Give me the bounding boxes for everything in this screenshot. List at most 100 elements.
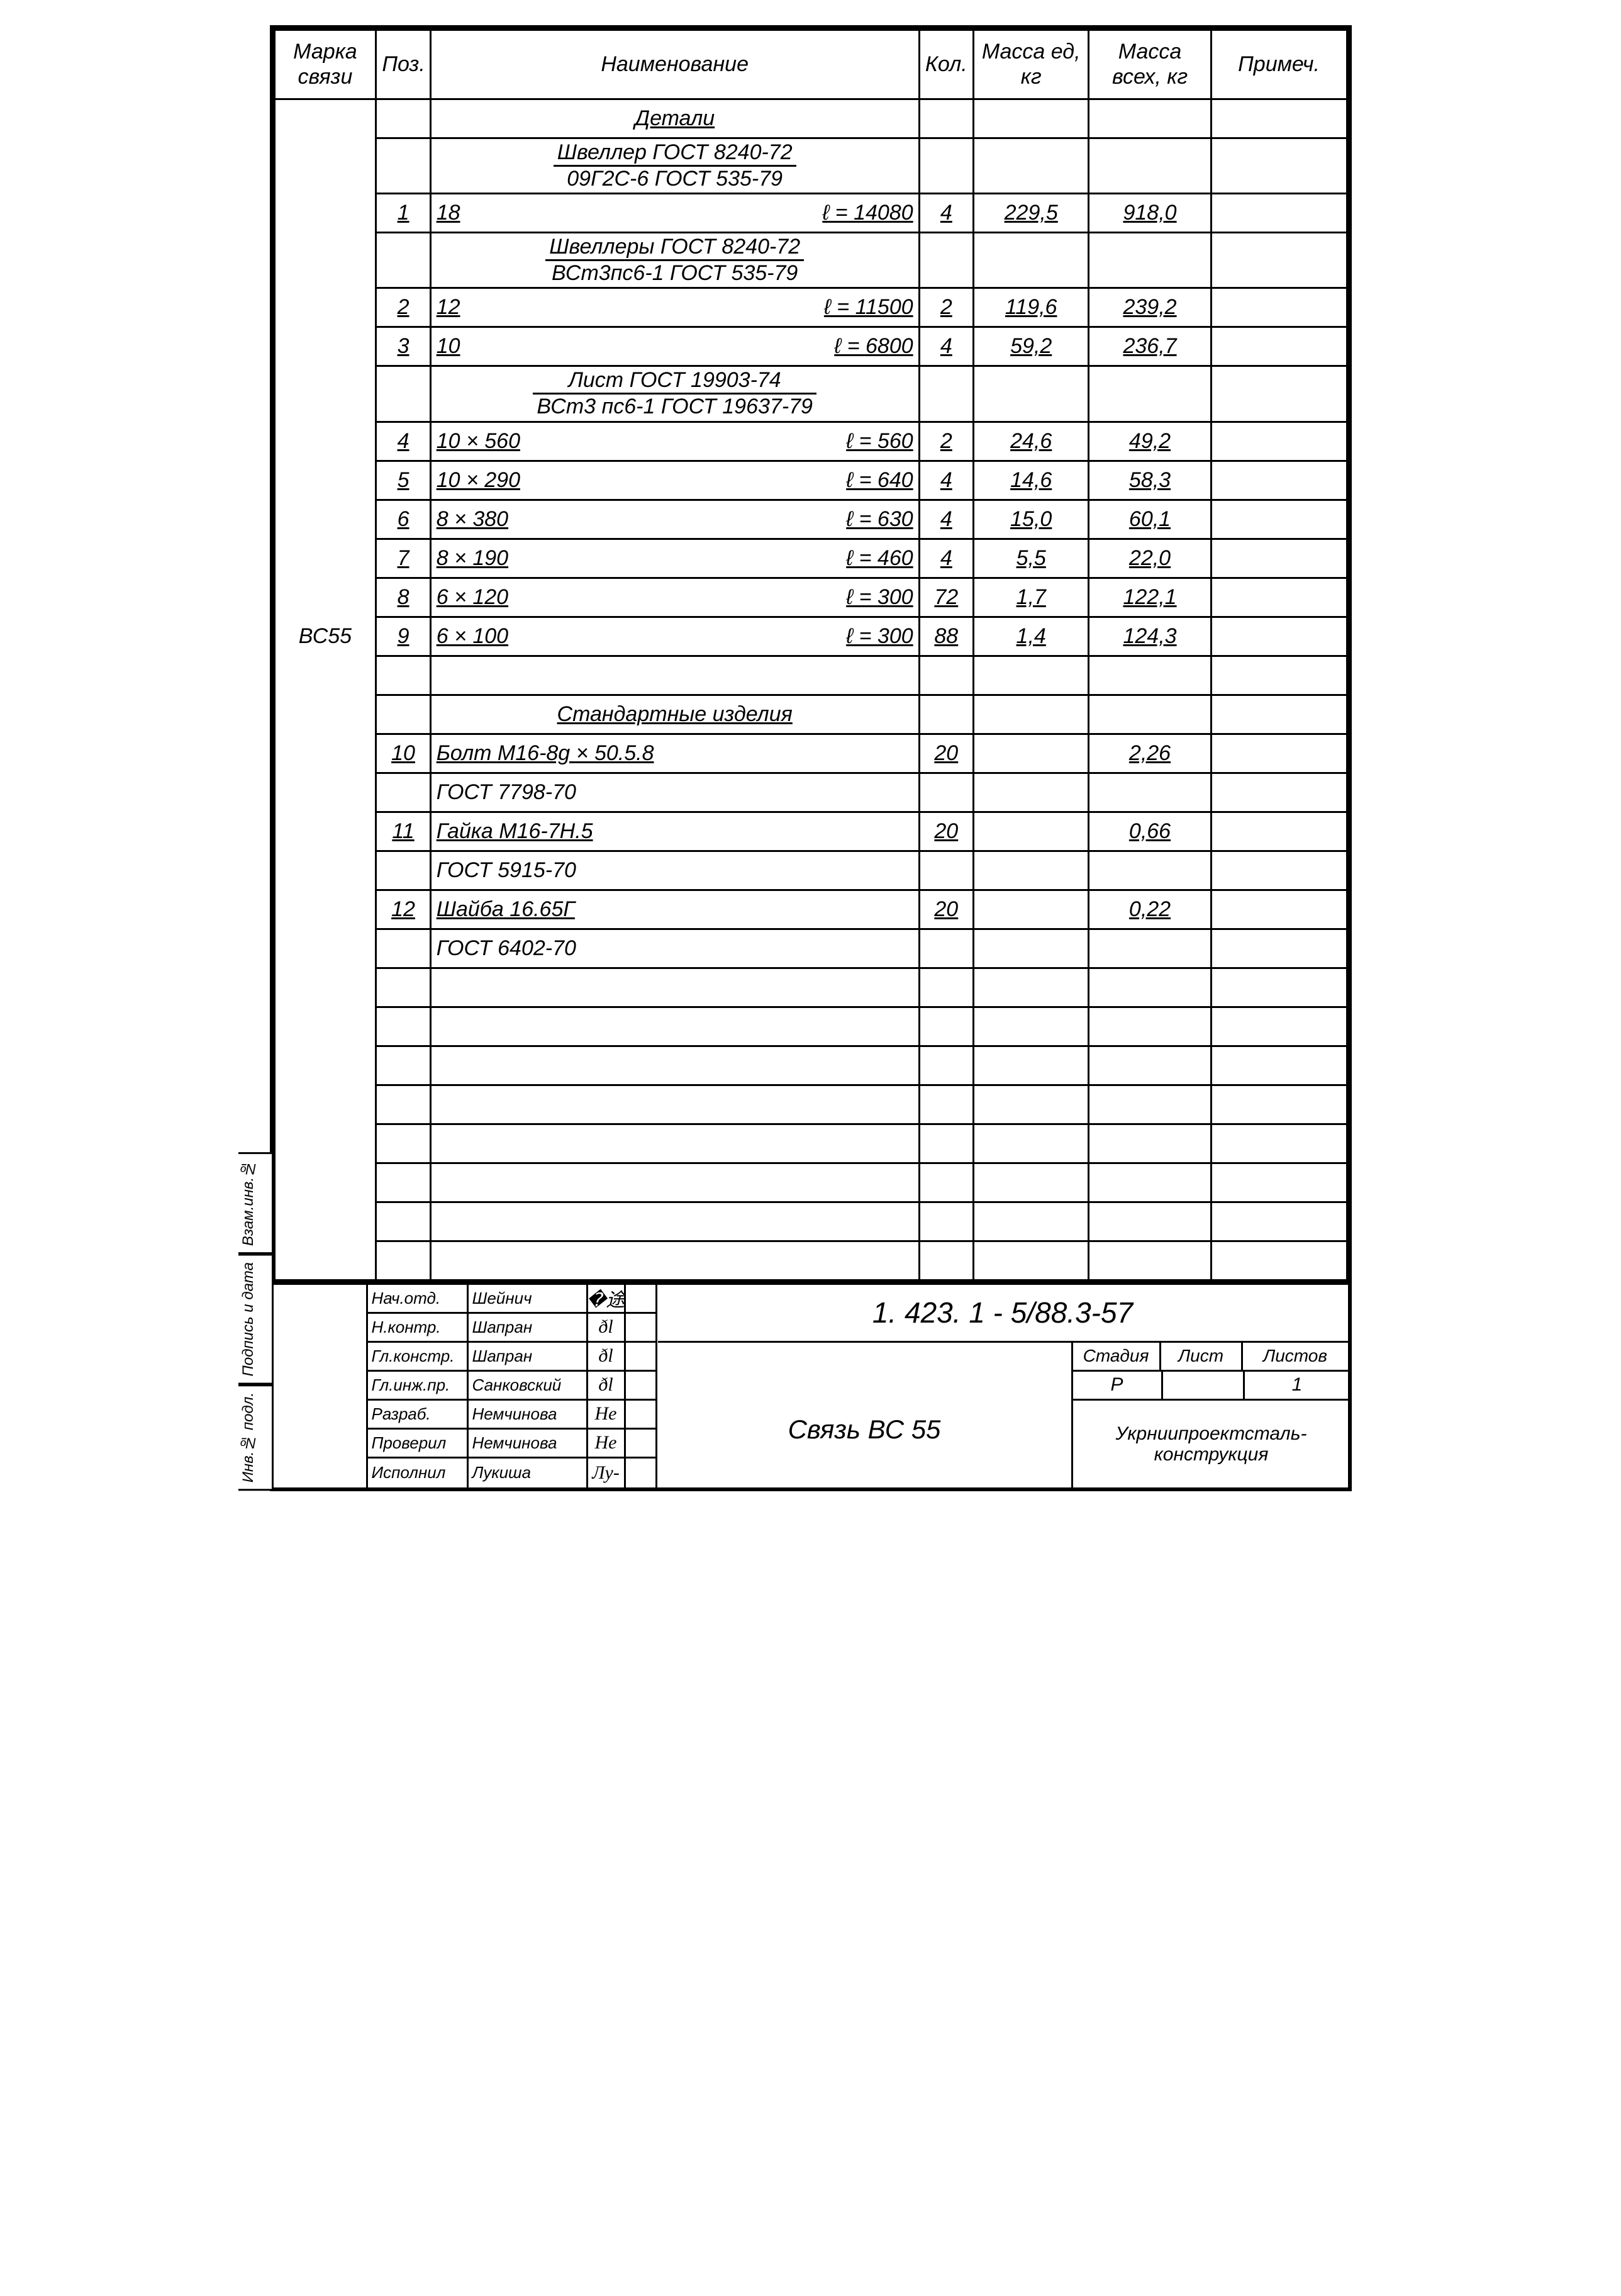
signature: Не — [588, 1401, 626, 1430]
std-item-name: Гайка М16-7Н.5 — [430, 812, 919, 851]
col-prim: Примеч. — [1211, 30, 1347, 99]
item-name: 18ℓ = 14080 — [430, 194, 919, 233]
role-label: Н.контр. — [368, 1314, 469, 1343]
table-row: 410 × 560ℓ = 560224,649,2 — [274, 422, 1347, 461]
role-label: Гл.инж.пр. — [368, 1372, 469, 1401]
table-row: 78 × 190ℓ = 46045,522,0 — [274, 539, 1347, 578]
table-row — [274, 1124, 1347, 1163]
label-sheets: Листов — [1241, 1343, 1348, 1372]
table-row — [274, 1163, 1347, 1202]
role-label: Нач.отд. — [368, 1285, 469, 1314]
section-details: Детали — [430, 99, 919, 138]
marka-value: ВС55 — [274, 617, 376, 656]
item-name: 10 × 560ℓ = 560 — [430, 422, 919, 461]
table-row: 310ℓ = 6800459,2236,7 — [274, 327, 1347, 366]
col-kol: Кол. — [919, 30, 973, 99]
table-row: Лист ГОСТ 19903-74ВСт3 пс6-1 ГОСТ 19637-… — [274, 366, 1347, 422]
strip-sign-date: Подпись и дата — [238, 1254, 274, 1385]
value-sheets: 1 — [1243, 1372, 1350, 1399]
std-item-gost: ГОСТ 5915-70 — [430, 851, 919, 890]
role-label: Гл.констр. — [368, 1343, 469, 1372]
sign-date — [626, 1343, 657, 1372]
col-naim: Наименование — [430, 30, 919, 99]
col-massa-ed: Масса ед, кг — [973, 30, 1088, 99]
role-name: Немчинова — [469, 1401, 588, 1430]
table-row — [274, 1085, 1347, 1124]
item-name: 8 × 190ℓ = 460 — [430, 539, 919, 578]
item-name: 12ℓ = 11500 — [430, 288, 919, 327]
table-row: 510 × 290ℓ = 640414,658,3 — [274, 461, 1347, 500]
signature: ðl — [588, 1343, 626, 1372]
value-stage: Р — [1073, 1372, 1161, 1399]
table-row: Детали — [274, 99, 1347, 138]
table-row: 118ℓ = 140804229,5918,0 — [274, 194, 1347, 233]
table-header-row: Марка связи Поз. Наименование Кол. Масса… — [274, 30, 1347, 99]
std-item-name: Шайба 16.65Г — [430, 890, 919, 929]
signature: Лу- — [588, 1459, 626, 1487]
sign-date — [626, 1314, 657, 1343]
std-item-name: Болт М16-8g × 50.5.8 — [430, 734, 919, 773]
label-stage: Стадия — [1071, 1343, 1159, 1372]
value-sheet — [1161, 1372, 1243, 1399]
signature: ðl — [588, 1372, 626, 1401]
table-row: ВС5596 × 100ℓ = 300881,4124,3 — [274, 617, 1347, 656]
signature: �途 — [588, 1285, 626, 1314]
strip-vzam-inv: Взам.инв.№ — [238, 1152, 274, 1254]
table-row: ГОСТ 6402-70 — [274, 929, 1347, 968]
table-row: 86 × 120ℓ = 300721,7122,1 — [274, 578, 1347, 617]
col-massa-all: Масса всех, кг — [1089, 30, 1211, 99]
table-row: Стандартные изделия — [274, 695, 1347, 734]
signatures-grid: Нач.отд.Шейнич�途 Н.контр.Шапранðl Гл.конст… — [368, 1285, 657, 1487]
table-row: 11Гайка М16-7Н.5200,66 — [274, 812, 1347, 851]
sign-date — [626, 1372, 657, 1401]
table-row: Швеллер ГОСТ 8240-7209Г2С-6 ГОСТ 535-79 — [274, 138, 1347, 194]
role-name: Шейнич — [469, 1285, 588, 1314]
role-label: Исполнил — [368, 1459, 469, 1487]
item-name: 6 × 100ℓ = 300 — [430, 617, 919, 656]
table-row — [274, 1007, 1347, 1046]
table-row — [274, 1241, 1347, 1280]
organization: Укрниипроектсталь-конструкция — [1073, 1401, 1350, 1487]
sign-date — [626, 1401, 657, 1430]
role-label: Разраб. — [368, 1401, 469, 1430]
col-poz: Поз. — [376, 30, 430, 99]
table-row: Швеллеры ГОСТ 8240-72ВСт3пс6-1 ГОСТ 535-… — [274, 233, 1347, 288]
role-name: Лукиша — [469, 1459, 588, 1487]
table-row: ГОСТ 5915-70 — [274, 851, 1347, 890]
item-name: 8 × 380ℓ = 630 — [430, 500, 919, 539]
table-row: 10Болт М16-8g × 50.5.8202,26 — [274, 734, 1347, 773]
table-row — [274, 1046, 1347, 1085]
table-row: 212ℓ = 115002119,6239,2 — [274, 288, 1347, 327]
signature: Не — [588, 1430, 626, 1459]
std-item-gost: ГОСТ 7798-70 — [430, 773, 919, 812]
table-row — [274, 968, 1347, 1007]
document-number: 1. 423. 1 - 5/88.3-57 — [658, 1285, 1348, 1343]
role-label: Проверил — [368, 1430, 469, 1459]
table-row: 68 × 380ℓ = 630415,060,1 — [274, 500, 1347, 539]
role-name: Шапран — [469, 1314, 588, 1343]
drawing-title: Связь ВС 55 — [658, 1372, 1071, 1487]
item-name: 10ℓ = 6800 — [430, 327, 919, 366]
col-marka: Марка связи — [274, 30, 376, 99]
specification-table: Марка связи Поз. Наименование Кол. Масса… — [274, 29, 1348, 1281]
table-row: ГОСТ 7798-70 — [274, 773, 1347, 812]
item-name: 10 × 290ℓ = 640 — [430, 461, 919, 500]
title-block: Нач.отд.Шейнич�途 Н.контр.Шапранðl Гл.конст… — [274, 1281, 1348, 1487]
sign-date — [626, 1459, 657, 1487]
role-name: Немчинова — [469, 1430, 588, 1459]
role-name: Шапран — [469, 1343, 588, 1372]
sign-date — [626, 1430, 657, 1459]
material-spec: Швеллер ГОСТ 8240-7209Г2С-6 ГОСТ 535-79 — [430, 138, 919, 194]
table-row — [274, 1202, 1347, 1241]
label-sheet: Лист — [1159, 1343, 1241, 1372]
table-row: 12Шайба 16.65Г200,22 — [274, 890, 1347, 929]
sign-date — [626, 1285, 657, 1314]
material-spec: Лист ГОСТ 19903-74ВСт3 пс6-1 ГОСТ 19637-… — [430, 366, 919, 422]
role-name: Санковский — [469, 1372, 588, 1401]
strip-inv-podl: Инв.№ подл. — [238, 1384, 274, 1491]
binding-strip: Инв.№ подл. Подпись и дата Взам.инв.№ — [238, 1152, 274, 1491]
drawing-frame: Инв.№ подл. Подпись и дата Взам.инв.№ Ма… — [270, 25, 1352, 1491]
item-name: 6 × 120ℓ = 300 — [430, 578, 919, 617]
signature: ðl — [588, 1314, 626, 1343]
material-spec: Швеллеры ГОСТ 8240-72ВСт3пс6-1 ГОСТ 535-… — [430, 233, 919, 288]
